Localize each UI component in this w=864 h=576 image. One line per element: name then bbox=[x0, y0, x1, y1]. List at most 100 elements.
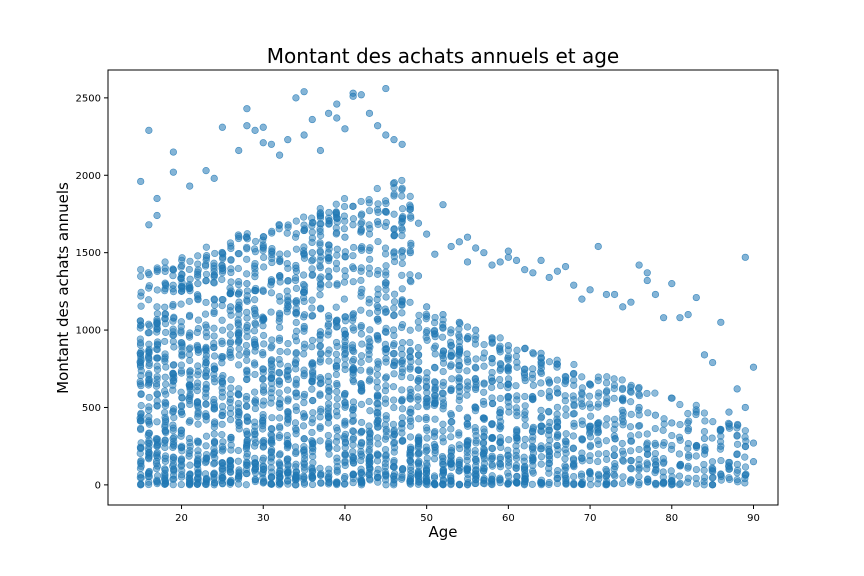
data-point bbox=[374, 122, 382, 130]
cloud-point bbox=[300, 399, 308, 407]
cloud-point bbox=[308, 343, 316, 351]
cloud-point bbox=[308, 228, 316, 236]
cloud-point bbox=[463, 334, 471, 342]
data-point bbox=[668, 280, 676, 288]
cloud-point bbox=[177, 426, 186, 434]
cloud-point bbox=[439, 469, 448, 477]
cloud-point bbox=[210, 278, 218, 286]
cloud-point bbox=[300, 271, 308, 279]
cloud-point bbox=[292, 365, 300, 373]
cloud-point bbox=[324, 267, 333, 275]
cloud-point bbox=[292, 318, 300, 327]
cloud-point bbox=[317, 232, 325, 240]
cloud-point bbox=[341, 272, 349, 280]
cloud-point bbox=[268, 336, 276, 344]
cloud-point bbox=[479, 414, 487, 422]
y-axis-label: Montant des achats annuels bbox=[54, 182, 72, 394]
cloud-point bbox=[283, 348, 291, 356]
cloud-point bbox=[537, 354, 546, 362]
cloud-point bbox=[235, 281, 243, 289]
cloud-point bbox=[553, 470, 561, 479]
cloud-point bbox=[275, 434, 283, 442]
data-point bbox=[431, 250, 439, 258]
cloud-point bbox=[635, 461, 643, 469]
cloud-point bbox=[390, 396, 398, 404]
cloud-point bbox=[488, 383, 496, 392]
data-point bbox=[423, 230, 431, 238]
cloud-point bbox=[382, 199, 390, 208]
cloud-point bbox=[733, 460, 741, 468]
data-point bbox=[316, 146, 325, 155]
cloud-point bbox=[390, 184, 398, 192]
cloud-point bbox=[145, 393, 153, 402]
cloud-point bbox=[407, 239, 415, 247]
cloud-point bbox=[692, 443, 701, 452]
cloud-point bbox=[325, 357, 333, 365]
cloud-point bbox=[594, 419, 602, 427]
cloud-point bbox=[537, 406, 545, 414]
cloud-point bbox=[276, 272, 284, 280]
cloud-point bbox=[504, 346, 512, 354]
cloud-point bbox=[651, 424, 659, 433]
cloud-point bbox=[382, 262, 390, 270]
cloud-point bbox=[455, 441, 463, 449]
cloud-point bbox=[185, 477, 194, 486]
cloud-point bbox=[309, 396, 317, 405]
cloud-point bbox=[406, 422, 415, 430]
cloud-point bbox=[284, 468, 292, 476]
cloud-point bbox=[145, 429, 154, 437]
cloud-point bbox=[390, 362, 398, 370]
cloud-point bbox=[227, 242, 235, 250]
cloud-point bbox=[325, 393, 333, 401]
cloud-point bbox=[472, 355, 480, 363]
cloud-point bbox=[275, 414, 284, 422]
cloud-point bbox=[651, 449, 659, 458]
data-point bbox=[725, 408, 733, 416]
cloud-point bbox=[627, 456, 635, 465]
cloud-point bbox=[365, 270, 374, 278]
data-point bbox=[153, 211, 161, 220]
cloud-point bbox=[365, 397, 373, 406]
cloud-point bbox=[357, 292, 365, 300]
cloud-point bbox=[496, 394, 504, 403]
cloud-point bbox=[267, 278, 275, 286]
cloud-point bbox=[438, 389, 447, 397]
cloud-point bbox=[358, 439, 366, 447]
data-point bbox=[651, 411, 660, 419]
cloud-point bbox=[202, 369, 210, 377]
cloud-point bbox=[144, 296, 153, 304]
cloud-point bbox=[210, 460, 218, 468]
data-point bbox=[570, 281, 578, 289]
cloud-point bbox=[717, 432, 725, 440]
cloud-point bbox=[398, 285, 406, 293]
cloud-point bbox=[169, 377, 177, 385]
cloud-point bbox=[414, 376, 422, 384]
cloud-point bbox=[186, 461, 194, 469]
cloud-point bbox=[145, 417, 153, 425]
cloud-point bbox=[299, 280, 308, 289]
cloud-point bbox=[717, 470, 725, 478]
cloud-point bbox=[570, 402, 578, 410]
cloud-point bbox=[349, 416, 358, 425]
cloud-point bbox=[357, 456, 365, 465]
cloud-point bbox=[587, 481, 595, 489]
cloud-point bbox=[325, 245, 333, 253]
data-point bbox=[578, 295, 586, 303]
cloud-point bbox=[292, 449, 300, 458]
cloud-point bbox=[136, 335, 144, 343]
data-point bbox=[594, 242, 602, 251]
data-point bbox=[300, 131, 308, 139]
cloud-point bbox=[316, 355, 325, 363]
cloud-point bbox=[235, 472, 243, 480]
cloud-point bbox=[414, 351, 423, 359]
cloud-point bbox=[479, 439, 488, 448]
cloud-point bbox=[317, 273, 325, 281]
cloud-point bbox=[382, 293, 390, 301]
cloud-point bbox=[423, 454, 431, 462]
cloud-point bbox=[152, 460, 161, 468]
cloud-point bbox=[521, 402, 529, 410]
cloud-point bbox=[496, 382, 505, 390]
cloud-point bbox=[300, 435, 308, 443]
cloud-point bbox=[292, 406, 300, 415]
